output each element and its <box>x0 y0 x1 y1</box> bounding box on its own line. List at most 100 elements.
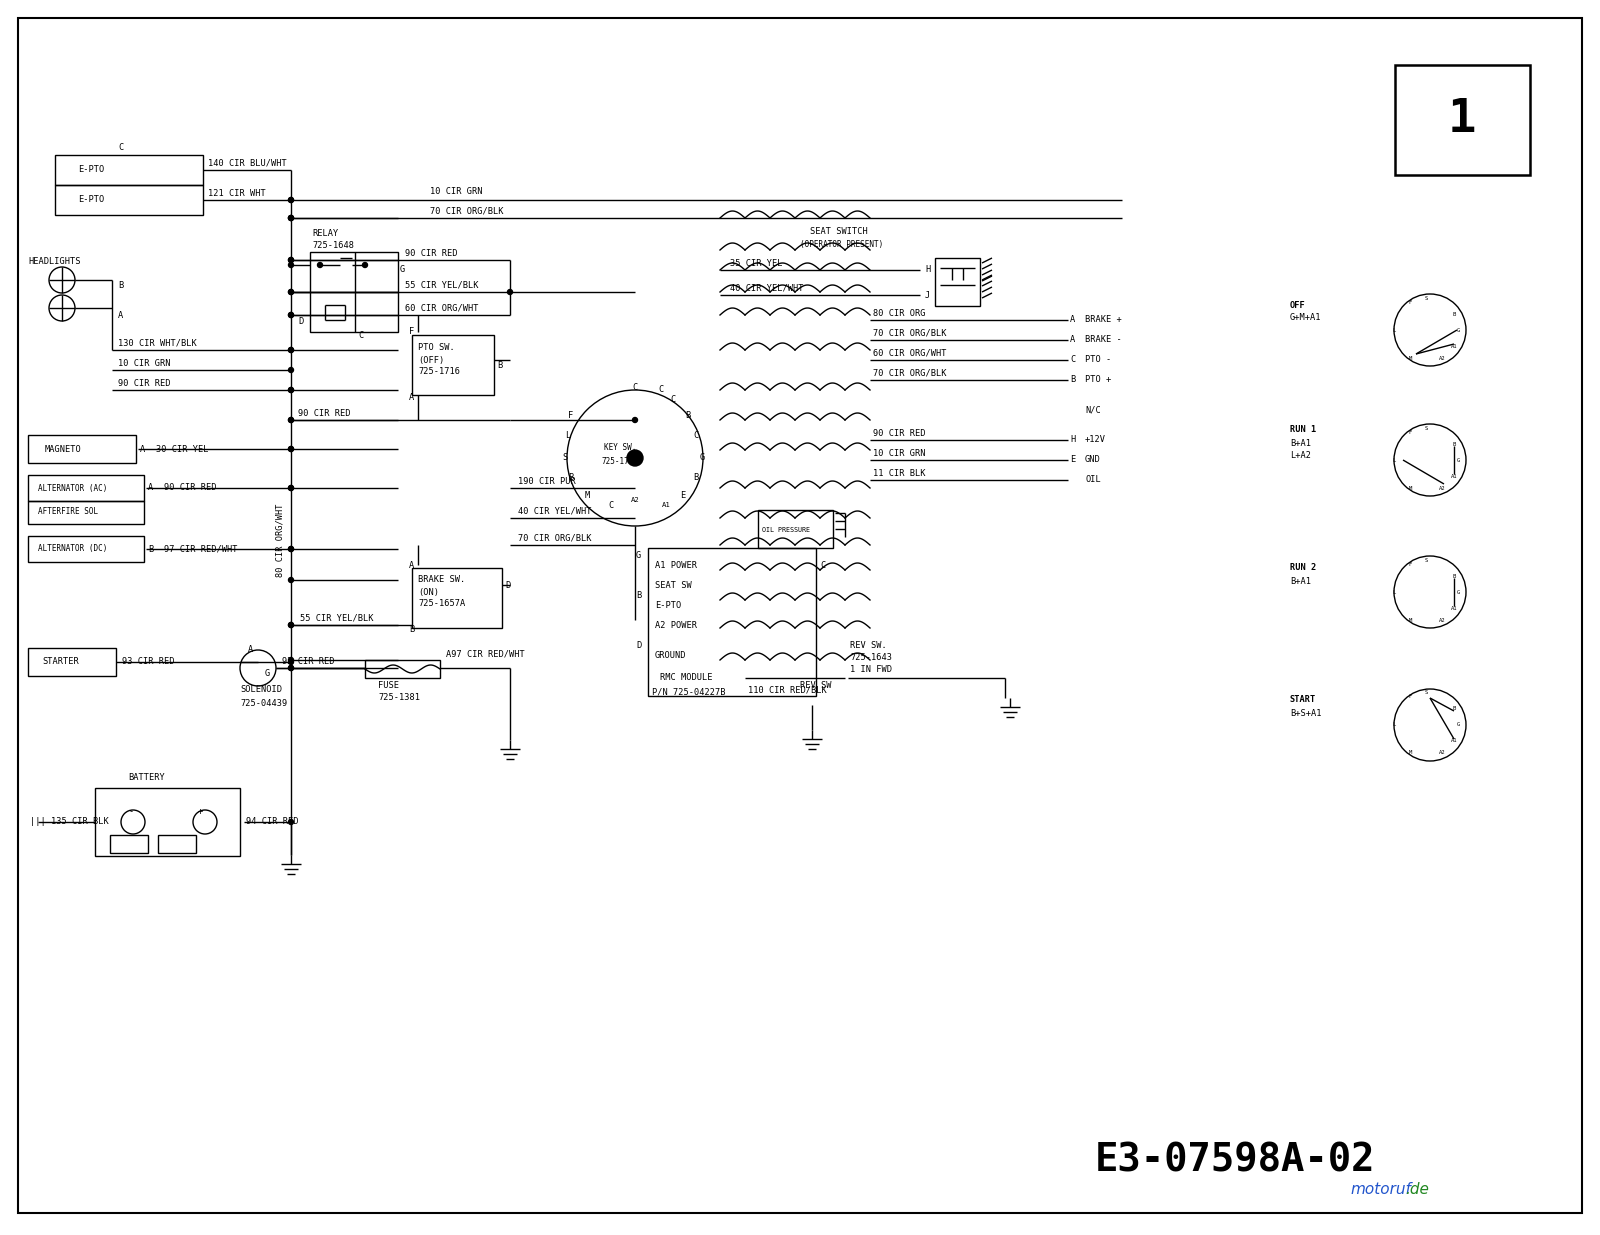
Text: E: E <box>680 490 685 499</box>
Text: BRAKE +: BRAKE + <box>1085 315 1122 325</box>
Text: L: L <box>1392 457 1395 462</box>
Bar <box>29 501 144 524</box>
Text: E3-07598A-02: E3-07598A-02 <box>1094 1141 1376 1179</box>
Circle shape <box>317 263 323 268</box>
Circle shape <box>288 657 293 662</box>
Text: 92 CIR RED: 92 CIR RED <box>282 657 334 666</box>
Circle shape <box>288 289 293 294</box>
Text: A: A <box>118 311 123 321</box>
Bar <box>54 156 203 185</box>
Text: C: C <box>608 500 613 510</box>
Text: GND: GND <box>1085 456 1101 464</box>
Text: J: J <box>925 290 930 300</box>
Text: SEAT SW: SEAT SW <box>654 580 691 589</box>
Bar <box>110 835 147 853</box>
Text: (OPERATOR PRESENT): (OPERATOR PRESENT) <box>800 241 883 249</box>
Text: F: F <box>1408 430 1411 435</box>
Text: REV SW: REV SW <box>800 680 832 689</box>
Text: G: G <box>1456 457 1459 462</box>
Text: B: B <box>1453 441 1456 447</box>
Text: B: B <box>1453 706 1456 711</box>
Text: A1: A1 <box>1451 739 1458 743</box>
Text: 70 CIR ORG/BLK: 70 CIR ORG/BLK <box>430 206 504 215</box>
Text: 70 CIR ORG/BLK: 70 CIR ORG/BLK <box>874 368 947 378</box>
Text: PTO -: PTO - <box>1085 356 1112 364</box>
Circle shape <box>288 666 293 671</box>
Text: +: + <box>198 808 203 816</box>
Text: 725-04439: 725-04439 <box>240 699 288 708</box>
Bar <box>29 648 115 676</box>
Text: 11 CIR BLK: 11 CIR BLK <box>874 468 925 478</box>
Circle shape <box>288 622 293 627</box>
Text: SOLENOID: SOLENOID <box>240 685 282 694</box>
Circle shape <box>288 388 293 393</box>
Text: S: S <box>1424 426 1427 431</box>
Text: L: L <box>565 431 570 440</box>
Bar <box>158 835 195 853</box>
Text: G: G <box>266 668 270 678</box>
Circle shape <box>288 388 293 393</box>
Bar <box>29 536 144 562</box>
Text: H: H <box>925 266 930 274</box>
Bar <box>934 258 979 306</box>
Text: 725-1716: 725-1716 <box>418 368 461 377</box>
Text: 725-1643: 725-1643 <box>850 652 893 662</box>
Text: motoruf: motoruf <box>1350 1182 1411 1198</box>
Text: M: M <box>1408 618 1411 622</box>
Text: A2 POWER: A2 POWER <box>654 620 698 630</box>
Text: FUSE: FUSE <box>378 680 398 689</box>
Text: BRAKE SW.: BRAKE SW. <box>418 576 466 584</box>
Text: A1: A1 <box>1451 605 1458 610</box>
Text: G: G <box>701 453 706 462</box>
Bar <box>29 475 144 501</box>
Text: F: F <box>1408 562 1411 567</box>
Circle shape <box>288 215 293 221</box>
Text: 55 CIR YEL/BLK: 55 CIR YEL/BLK <box>405 280 478 289</box>
Text: 725-1741: 725-1741 <box>602 457 638 467</box>
Text: 10 CIR GRN: 10 CIR GRN <box>430 188 483 196</box>
Text: B: B <box>568 473 573 483</box>
Circle shape <box>288 368 293 373</box>
Text: AFTERFIRE SOL: AFTERFIRE SOL <box>38 508 98 516</box>
Text: 10 CIR GRN: 10 CIR GRN <box>118 358 171 368</box>
Text: S: S <box>562 453 568 462</box>
Text: HEADLIGHTS: HEADLIGHTS <box>29 258 80 267</box>
Circle shape <box>288 312 293 317</box>
Circle shape <box>288 485 293 490</box>
Text: C: C <box>1070 356 1075 364</box>
Text: 97 CIR RED/WHT: 97 CIR RED/WHT <box>165 545 237 553</box>
Text: A2: A2 <box>1438 618 1445 622</box>
Circle shape <box>288 198 293 203</box>
Circle shape <box>507 289 512 294</box>
Circle shape <box>288 347 293 352</box>
Text: BATTERY: BATTERY <box>128 773 165 783</box>
Text: OIL PRESSURE: OIL PRESSURE <box>762 527 810 534</box>
Bar <box>758 510 834 548</box>
Bar <box>94 788 240 856</box>
Text: 70 CIR ORG/BLK: 70 CIR ORG/BLK <box>518 534 592 542</box>
Text: A: A <box>1070 315 1075 325</box>
Circle shape <box>288 447 293 452</box>
Text: P/N 725-04227B: P/N 725-04227B <box>653 688 725 697</box>
Text: A: A <box>1070 336 1075 345</box>
Circle shape <box>288 485 293 490</box>
Circle shape <box>632 417 637 422</box>
Text: M: M <box>1408 356 1411 361</box>
Text: S: S <box>1424 295 1427 300</box>
Text: 140 CIR BLU/WHT: 140 CIR BLU/WHT <box>208 158 286 168</box>
Text: M: M <box>1408 751 1411 756</box>
Text: A1: A1 <box>1451 343 1458 348</box>
Text: 725-1648: 725-1648 <box>312 241 354 249</box>
Text: B: B <box>410 625 414 635</box>
Circle shape <box>288 258 293 263</box>
Text: 93 CIR RED: 93 CIR RED <box>122 657 174 667</box>
Text: OFF: OFF <box>1290 300 1306 310</box>
Circle shape <box>363 263 368 268</box>
Circle shape <box>288 417 293 422</box>
Circle shape <box>288 258 293 263</box>
Text: F: F <box>1408 694 1411 699</box>
Text: C: C <box>658 385 664 394</box>
Text: A: A <box>248 646 253 655</box>
Text: ALTERNATOR (DC): ALTERNATOR (DC) <box>38 545 107 553</box>
Text: D: D <box>637 641 642 650</box>
